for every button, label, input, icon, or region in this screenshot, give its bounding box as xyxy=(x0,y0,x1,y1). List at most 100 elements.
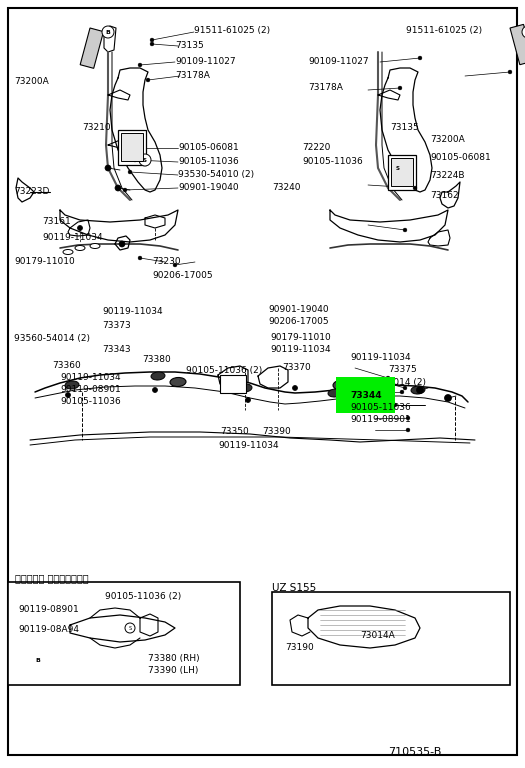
Text: 90119-08A94: 90119-08A94 xyxy=(18,625,79,634)
Circle shape xyxy=(418,56,422,60)
Circle shape xyxy=(133,158,137,162)
Text: 73240: 73240 xyxy=(272,184,300,193)
Circle shape xyxy=(138,63,142,67)
Text: 91511-61025 (2): 91511-61025 (2) xyxy=(406,25,482,35)
Text: 73014A: 73014A xyxy=(360,631,395,640)
Bar xyxy=(121,133,143,161)
Text: 90206-17005: 90206-17005 xyxy=(152,270,213,280)
Circle shape xyxy=(508,70,512,74)
Text: 90206-17005: 90206-17005 xyxy=(268,317,329,326)
Bar xyxy=(510,25,525,65)
Text: 93560-54014 (2): 93560-54014 (2) xyxy=(350,378,426,386)
Circle shape xyxy=(138,146,142,150)
Text: 90105-06081: 90105-06081 xyxy=(430,154,491,163)
Text: 90105-11036: 90105-11036 xyxy=(60,398,121,406)
Ellipse shape xyxy=(75,246,85,250)
Circle shape xyxy=(522,26,525,38)
Text: 73178A: 73178A xyxy=(308,84,343,92)
Text: 73370: 73370 xyxy=(282,363,311,372)
Text: 73200A: 73200A xyxy=(14,78,49,87)
Text: 90105-11036: 90105-11036 xyxy=(178,157,239,167)
Text: 93560-54014 (2): 93560-54014 (2) xyxy=(14,333,90,343)
Text: 73190: 73190 xyxy=(285,644,314,653)
Bar xyxy=(388,155,416,190)
Bar xyxy=(391,158,413,186)
Circle shape xyxy=(128,170,132,174)
Circle shape xyxy=(152,388,158,392)
Text: S: S xyxy=(143,157,147,163)
Circle shape xyxy=(105,165,111,171)
Bar xyxy=(220,375,246,393)
Text: 90109-11027: 90109-11027 xyxy=(308,58,369,67)
Circle shape xyxy=(115,185,121,191)
Text: UZ S155: UZ S155 xyxy=(272,583,316,593)
Text: 90119-11034: 90119-11034 xyxy=(60,373,121,382)
Text: 73373: 73373 xyxy=(102,320,131,329)
Text: 73178A: 73178A xyxy=(175,71,210,81)
Text: 73380: 73380 xyxy=(142,356,171,365)
Text: 93530-54010 (2): 93530-54010 (2) xyxy=(178,170,254,180)
Text: 73224B: 73224B xyxy=(430,170,465,180)
Text: 90105-11036: 90105-11036 xyxy=(302,157,363,167)
Text: 90109-11027: 90109-11027 xyxy=(175,58,236,67)
Text: 90179-11010: 90179-11010 xyxy=(270,333,331,343)
Text: 710535-B: 710535-B xyxy=(388,747,442,757)
Text: 73135: 73135 xyxy=(175,41,204,51)
Text: S: S xyxy=(383,389,387,395)
Bar xyxy=(8,582,240,685)
Circle shape xyxy=(138,257,142,260)
Text: B: B xyxy=(36,657,40,663)
Circle shape xyxy=(413,186,417,190)
Ellipse shape xyxy=(238,384,252,392)
Circle shape xyxy=(292,386,298,390)
Circle shape xyxy=(393,403,397,407)
Text: 73230: 73230 xyxy=(152,257,181,266)
Circle shape xyxy=(386,401,394,409)
Text: 90105-11036: 90105-11036 xyxy=(350,403,411,412)
Circle shape xyxy=(31,653,45,667)
Text: 90901-19040: 90901-19040 xyxy=(268,306,329,315)
Text: 73200A: 73200A xyxy=(430,135,465,144)
Circle shape xyxy=(386,376,390,380)
Circle shape xyxy=(386,382,394,389)
Text: 90119-11034: 90119-11034 xyxy=(270,346,331,355)
Text: 73390 (LH): 73390 (LH) xyxy=(148,666,198,674)
Ellipse shape xyxy=(333,380,351,390)
Text: 73380 (RH): 73380 (RH) xyxy=(148,654,200,663)
Bar xyxy=(118,130,146,165)
Circle shape xyxy=(102,26,114,38)
Text: 73223D: 73223D xyxy=(14,187,49,197)
Ellipse shape xyxy=(63,250,73,254)
Text: アリ（リヤ パワーシート）: アリ（リヤ パワーシート） xyxy=(15,573,89,583)
Ellipse shape xyxy=(90,243,100,249)
Text: 91511-61025 (2): 91511-61025 (2) xyxy=(194,25,270,35)
Text: 73344: 73344 xyxy=(350,390,382,399)
Text: 90901-19040: 90901-19040 xyxy=(178,184,239,193)
Circle shape xyxy=(66,392,70,398)
Text: 73343: 73343 xyxy=(102,346,131,355)
Text: 90179-11010: 90179-11010 xyxy=(14,257,75,266)
Circle shape xyxy=(400,390,404,394)
Circle shape xyxy=(150,42,154,46)
Text: 90119-11034: 90119-11034 xyxy=(42,233,102,243)
Circle shape xyxy=(139,154,151,166)
Circle shape xyxy=(246,398,250,402)
Bar xyxy=(272,592,510,685)
Text: 90119-11034: 90119-11034 xyxy=(350,353,411,362)
Text: 90105-11036 (2): 90105-11036 (2) xyxy=(105,591,181,601)
Text: S: S xyxy=(396,165,400,170)
Text: B: B xyxy=(106,29,110,35)
Ellipse shape xyxy=(65,381,79,389)
Circle shape xyxy=(146,78,150,82)
Bar xyxy=(80,28,103,68)
Circle shape xyxy=(379,386,391,398)
Text: 90105-11036 (2): 90105-11036 (2) xyxy=(186,366,262,375)
Circle shape xyxy=(403,228,407,232)
Text: 90119-11034: 90119-11034 xyxy=(218,441,279,449)
Circle shape xyxy=(125,623,135,633)
Circle shape xyxy=(150,38,154,41)
Circle shape xyxy=(123,188,127,192)
Circle shape xyxy=(145,622,151,628)
Circle shape xyxy=(398,86,402,90)
Text: 90119-11034: 90119-11034 xyxy=(102,307,163,316)
